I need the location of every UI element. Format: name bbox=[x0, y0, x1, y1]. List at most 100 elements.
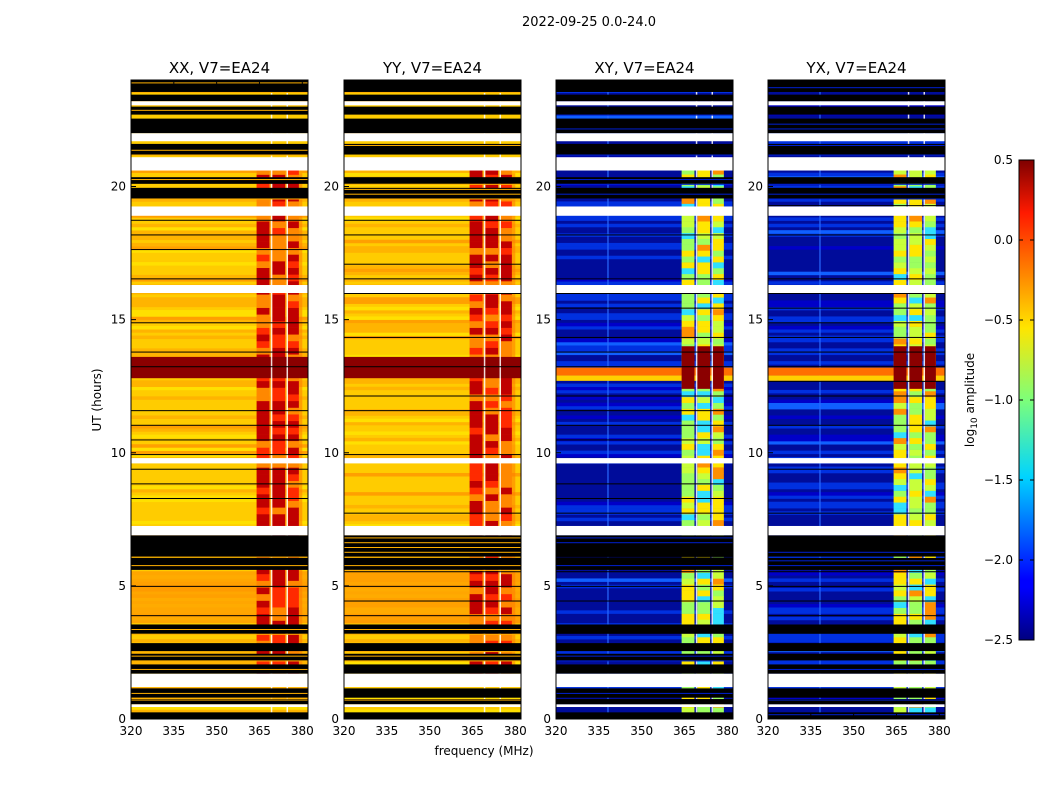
rfi-column-cell bbox=[256, 454, 270, 462]
rfi-column-cell bbox=[713, 660, 724, 667]
rfi-column-cell bbox=[256, 414, 270, 422]
texture-stripe bbox=[131, 428, 308, 432]
rfi-column-cell bbox=[469, 553, 483, 561]
white-gap bbox=[344, 525, 521, 536]
rfi-column-cell bbox=[909, 478, 923, 485]
rfi-column-cell bbox=[697, 572, 711, 579]
rfi-column-cell bbox=[256, 500, 270, 508]
texture-stripe bbox=[131, 639, 308, 643]
flagged-range bbox=[556, 712, 733, 719]
rfi-column-cell bbox=[713, 197, 724, 204]
rfi-column-cell bbox=[288, 494, 299, 501]
flag-line bbox=[556, 571, 733, 573]
flag-line bbox=[556, 395, 733, 397]
texture-stripe bbox=[131, 485, 308, 490]
white-gap bbox=[344, 101, 521, 106]
rfi-column-cell bbox=[909, 426, 923, 433]
rfi-column-cell bbox=[681, 232, 695, 239]
flag-line bbox=[768, 424, 945, 426]
rfi-column-cell bbox=[909, 584, 923, 591]
rfi-column-cell bbox=[713, 695, 724, 702]
flag-line bbox=[344, 263, 521, 265]
rfi-column-cell bbox=[469, 320, 483, 328]
rfi-column-cell bbox=[288, 241, 299, 249]
rfi-column-cell bbox=[909, 244, 923, 251]
white-gap bbox=[344, 206, 521, 216]
rfi-separator bbox=[695, 80, 698, 719]
texture-stripe bbox=[344, 169, 521, 173]
rfi-column-cell bbox=[288, 261, 299, 269]
panel-2: YY, V7=EA24 320 335 350 365 380 0 5 10 15 20 bbox=[324, 59, 527, 738]
rfi-column-cell bbox=[713, 472, 724, 480]
rfi-column-cell bbox=[256, 633, 270, 641]
rfi-column-cell bbox=[485, 613, 499, 621]
rfi-column-cell bbox=[681, 590, 695, 597]
texture-stripe bbox=[131, 198, 308, 202]
flag-fragment bbox=[344, 542, 521, 544]
rfi-column-cell bbox=[909, 332, 923, 339]
rfi-column-cell bbox=[501, 267, 512, 275]
flag-fragment bbox=[131, 668, 308, 670]
rfi-column-cell bbox=[713, 601, 724, 609]
rfi-column-cell bbox=[288, 400, 299, 408]
rfi-column-cell bbox=[272, 400, 286, 408]
rfi-column-cell bbox=[501, 573, 512, 581]
rfi-column-cell bbox=[501, 460, 512, 468]
flagged-range bbox=[344, 664, 521, 674]
texture-stripe bbox=[556, 313, 733, 317]
texture-stripe bbox=[768, 185, 945, 189]
rfi-column-cell bbox=[713, 572, 724, 579]
rfi-column-cell bbox=[485, 267, 499, 275]
rfi-column-cell bbox=[272, 394, 286, 402]
flag-fragment bbox=[344, 193, 521, 195]
flag-fragment bbox=[131, 149, 308, 151]
texture-stripe bbox=[344, 514, 521, 519]
flagged-range bbox=[768, 94, 945, 102]
texture-stripe bbox=[768, 482, 945, 487]
rfi-column-cell bbox=[256, 434, 270, 442]
rfi-column-cell bbox=[697, 273, 711, 280]
rfi-column-cell bbox=[925, 619, 936, 626]
flag-line bbox=[556, 498, 733, 500]
rfi-column-cell bbox=[288, 507, 299, 515]
rfi-column-cell bbox=[681, 267, 695, 275]
x-tick-label: 380 bbox=[291, 724, 314, 738]
flagged-range bbox=[344, 143, 521, 155]
rfi-column-cell bbox=[925, 215, 936, 222]
rfi-column-cell bbox=[469, 300, 483, 308]
rfi-column-cell bbox=[909, 449, 923, 456]
colorbar-label: log10 amplitude bbox=[963, 353, 980, 447]
texture-stripe bbox=[556, 651, 733, 656]
rfi-column-cell bbox=[288, 320, 299, 328]
rfi-column-cell bbox=[288, 474, 299, 482]
texture-stripe bbox=[556, 610, 733, 614]
rfi-column-cell bbox=[909, 601, 923, 609]
rfi-column-cell bbox=[893, 320, 907, 327]
rfi-column-cell bbox=[713, 484, 724, 491]
rfi-column-cell bbox=[501, 387, 512, 395]
flagged-range bbox=[131, 557, 308, 570]
rfi-column-cell bbox=[925, 402, 936, 409]
rfi-column-cell bbox=[272, 593, 286, 601]
rfi-column-cell bbox=[469, 480, 483, 488]
texture-stripe bbox=[131, 706, 308, 710]
texture-stripe bbox=[344, 354, 521, 359]
rfi-column-cell bbox=[893, 660, 907, 667]
texture-stripe bbox=[344, 377, 521, 381]
texture-stripe bbox=[344, 198, 521, 202]
rfi-column-cell bbox=[925, 332, 936, 339]
flagged-range bbox=[344, 535, 521, 557]
rfi-column-cell bbox=[501, 613, 512, 621]
rfi-column-cell bbox=[713, 502, 724, 509]
texture-stripe bbox=[768, 389, 945, 394]
rfi-column-cell bbox=[909, 472, 923, 480]
texture-stripe bbox=[556, 217, 733, 221]
rfi-column-cell bbox=[697, 502, 711, 509]
flag-fragment bbox=[768, 144, 945, 146]
rfi-column-cell bbox=[681, 273, 695, 280]
rfi-column-cell bbox=[288, 587, 299, 595]
rfi-column-cell bbox=[909, 396, 923, 403]
rfi-column-cell bbox=[893, 332, 907, 339]
texture-stripe bbox=[344, 268, 521, 272]
rfi-column-cell bbox=[256, 300, 270, 308]
